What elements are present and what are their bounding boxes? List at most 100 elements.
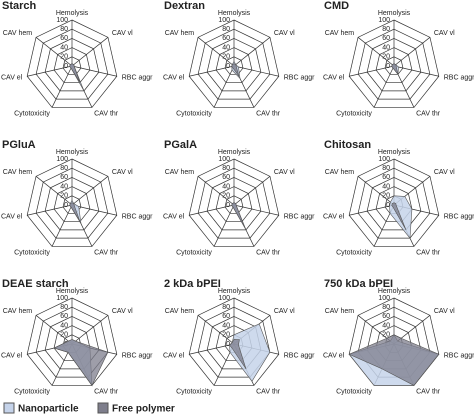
axis-label: CAV thr [94,389,119,396]
axis-label: CAV el [1,75,23,82]
r-tick-label: 40 [382,322,390,329]
spoke [349,204,395,216]
axis-label: CAV el [323,214,345,221]
grid-ring [384,56,404,75]
chart-title: CMD [324,0,349,12]
axis-label: Cytotoxicity [336,389,372,396]
grid-ring [197,28,271,100]
r-tick-label: 80 [222,165,230,172]
axis-label: CAV el [323,75,345,82]
axis-label: CAV thr [94,111,119,118]
axis-label: CAV thr [416,111,441,118]
axis-label: Cytotoxicity [14,389,50,396]
r-tick-label: 60 [60,174,68,181]
axis-label: Hemolysis [218,10,251,17]
r-tick-label: 40 [60,183,68,190]
r-tick-label: 0 [386,63,390,70]
series-area [69,202,81,222]
spoke [35,315,73,345]
chart-title: Starch [2,0,37,12]
axis-label: CAV vl [434,30,455,37]
axis-label: Hemolysis [218,149,251,156]
grid-ring [53,47,91,83]
grid-ring [206,177,262,231]
grid-ring [197,167,271,239]
grid-ring [26,297,118,386]
axis-label: CAV vl [112,308,133,315]
axis-label: CAV el [323,353,345,360]
axis-label: CAV el [1,214,23,221]
grid-ring [35,167,109,239]
r-tick-label: 100 [56,156,68,163]
spoke [189,204,235,216]
r-tick-label: 60 [222,174,230,181]
axis-label: CAV el [1,353,23,360]
spoke [51,65,73,108]
r-tick-label: 40 [60,44,68,51]
spoke [393,65,439,77]
spoke [233,176,271,206]
spoke [349,65,395,77]
r-tick-label: 80 [222,304,230,311]
r-tick-label: 40 [222,44,230,51]
r-tick-label: 60 [60,35,68,42]
axis-label: CAV hem [165,308,195,315]
r-tick-label: 0 [386,202,390,209]
series-area [391,63,399,75]
axis-label: CAV hem [325,169,355,176]
axis-label: CAV hem [165,30,195,37]
axis-label: CAV hem [3,169,33,176]
chart-title: DEAE starch [2,278,69,290]
legend-swatch [3,402,15,414]
spoke [71,176,109,206]
axis-label: Hemolysis [378,149,411,156]
r-tick-label: 40 [222,183,230,190]
r-tick-label: 20 [222,54,230,61]
spoke [35,37,73,67]
axis-label: CAV hem [325,308,355,315]
axis-label: Cytotoxicity [14,111,50,118]
axis-label: RBC aggr [122,353,153,360]
spoke [197,176,235,206]
axis-label: RBC aggr [444,214,474,221]
axis-label: RBC aggr [444,353,474,360]
axis-label: RBC aggr [122,75,153,82]
r-tick-label: 40 [382,183,390,190]
grid-ring [44,38,100,92]
r-tick-label: 20 [60,332,68,339]
spoke [233,204,279,216]
grid-ring [26,19,118,108]
grid-ring [62,195,82,214]
spoke [27,204,73,216]
r-tick-label: 0 [64,63,68,70]
r-tick-label: 100 [218,156,230,163]
grid-ring [357,28,431,100]
grid-ring [348,19,440,108]
grid-ring [375,186,413,222]
r-tick-label: 40 [60,322,68,329]
series-area [229,339,247,370]
series-area [69,63,81,83]
r-tick-label: 100 [56,295,68,302]
axis-label: CAV vl [112,169,133,176]
grid-ring [215,186,253,222]
axis-label: Hemolysis [378,288,411,295]
r-tick-label: 100 [56,17,68,24]
spoke [213,65,235,108]
axis-label: RBC aggr [122,214,153,221]
r-tick-label: 60 [382,313,390,320]
grid-ring [62,56,82,75]
axis-label: CAV vl [434,308,455,315]
grid-ring [215,47,253,83]
r-tick-label: 80 [382,165,390,172]
axis-label: CAV vl [274,169,295,176]
r-tick-label: 0 [226,202,230,209]
axis-label: Hemolysis [56,10,89,17]
grid-ring [357,167,431,239]
spoke [373,65,395,108]
spoke [27,65,73,77]
grid-ring [224,56,244,75]
r-tick-label: 100 [218,17,230,24]
r-tick-label: 0 [64,202,68,209]
series-area [231,202,247,231]
